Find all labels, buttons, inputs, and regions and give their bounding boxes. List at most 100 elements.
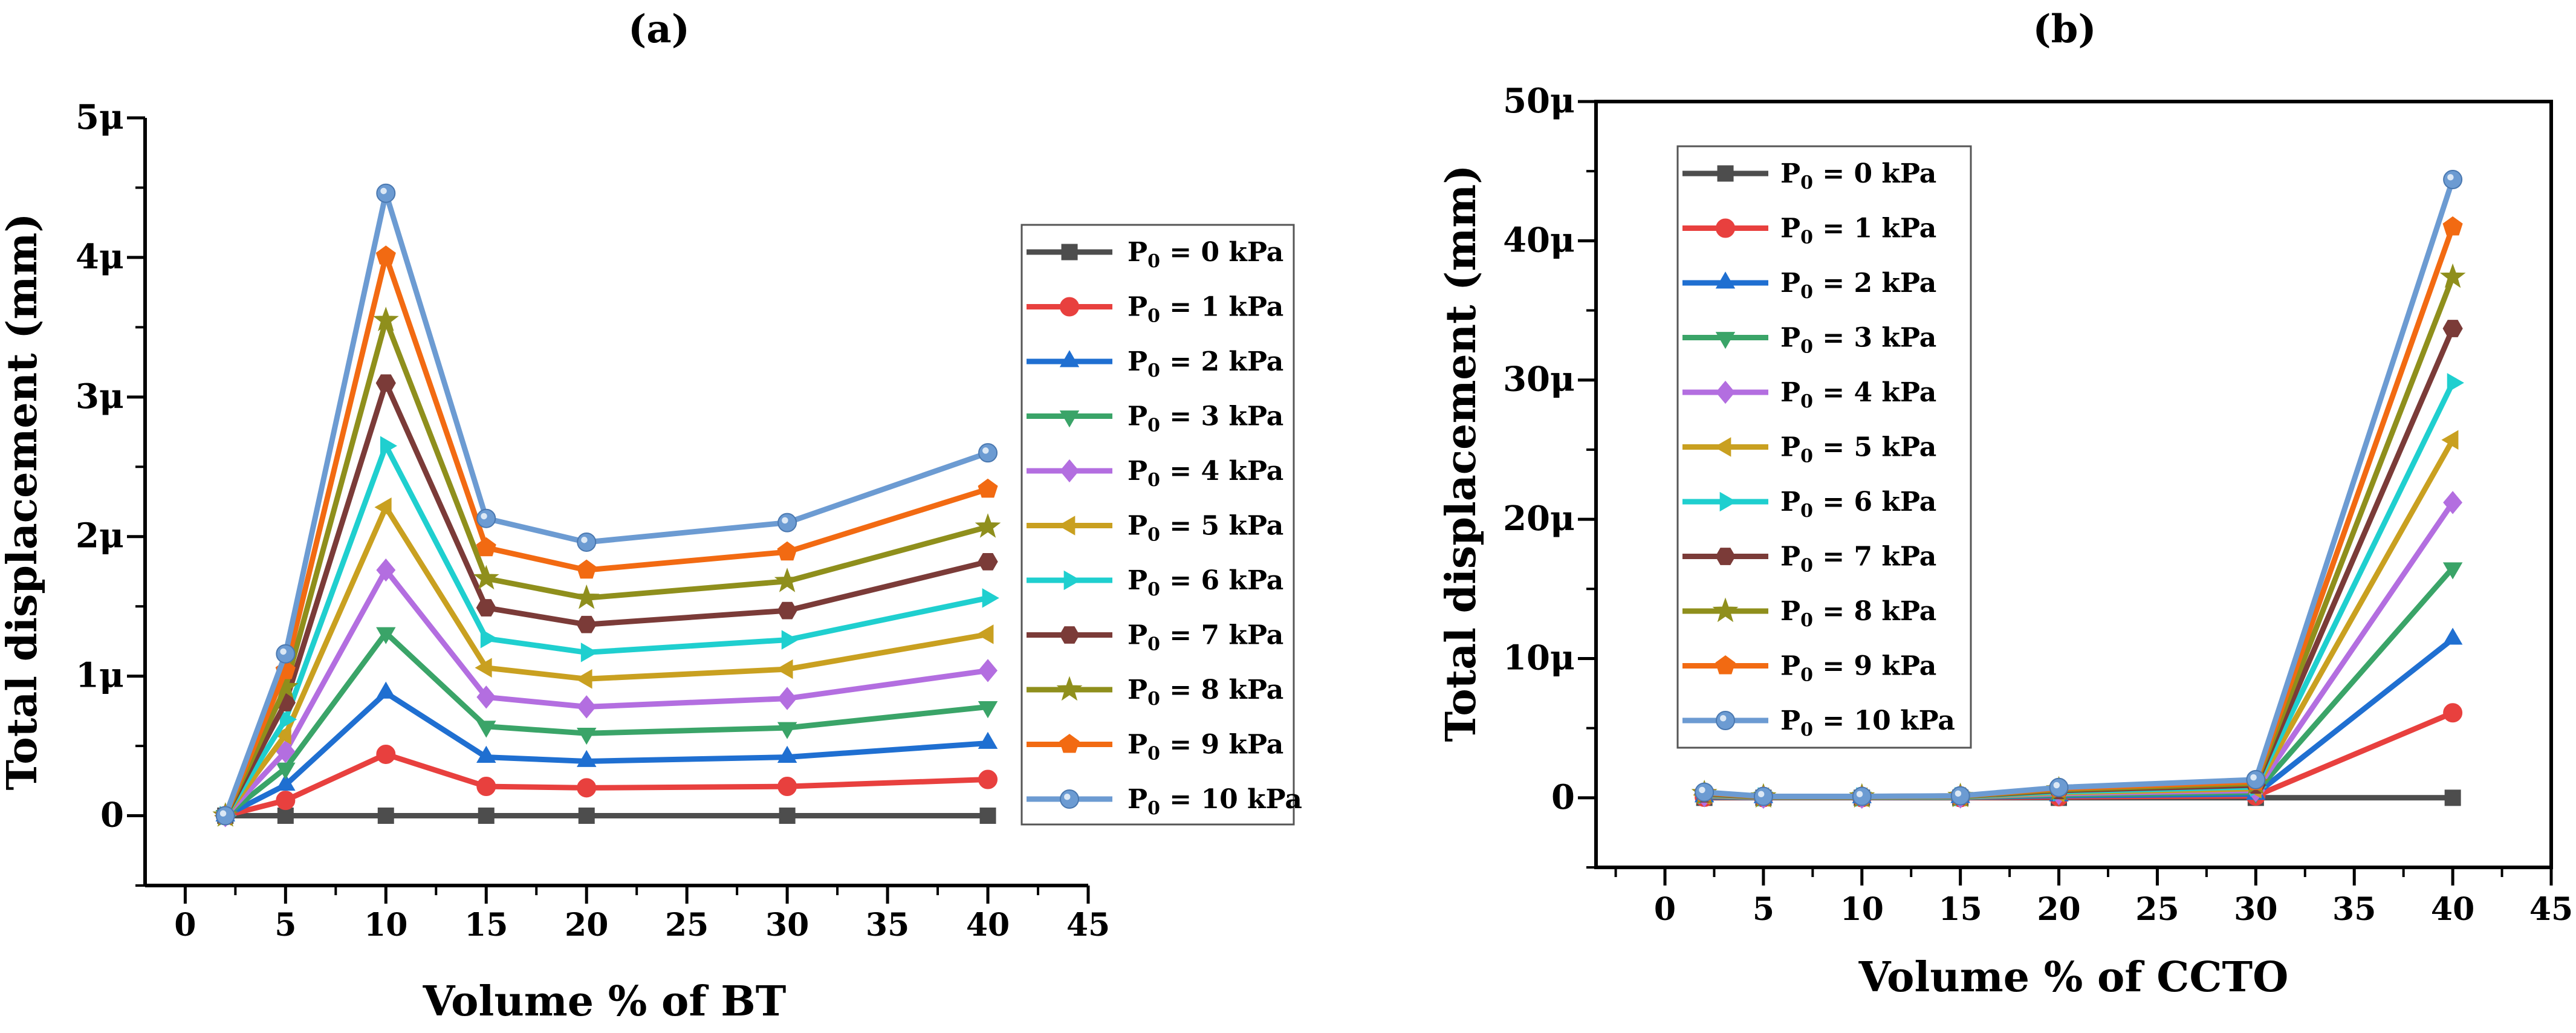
x-tick-label-b: 25 xyxy=(2135,891,2179,928)
y-tick-label-a: 5μ xyxy=(76,97,124,137)
panel-label-a: (a) xyxy=(628,7,690,52)
data-point-a-6 xyxy=(982,588,999,608)
data-point-a-10 xyxy=(376,183,396,203)
data-point-a-10 xyxy=(215,806,235,826)
data-point-a-7 xyxy=(777,601,797,620)
data-point-a-2 xyxy=(376,681,396,699)
x-tick-label-a: 15 xyxy=(464,907,508,944)
data-point-a-10 xyxy=(276,644,296,664)
legend-swatch-marker-b-highlight xyxy=(1720,715,1727,722)
data-point-a-10 xyxy=(978,443,998,463)
x-tick-label-b: 30 xyxy=(2234,891,2277,928)
data-point-a-0 xyxy=(779,808,796,824)
data-point-b-10-highlight xyxy=(1757,791,1765,798)
legend-a: P0 = 0 kPa P0 = 1 kPa P0 = 2 kPa P0 = 3 kPa… xyxy=(1020,224,1302,826)
data-point-a-0 xyxy=(578,808,595,824)
x-axis-label-b: Volume % of CCTO xyxy=(1858,953,2289,1002)
legend-swatch-marker-a xyxy=(1060,459,1079,483)
legend-label-a-7: P0 = 7 kPa xyxy=(1127,620,1283,655)
data-point-a-0 xyxy=(377,808,394,824)
legend-label-b-1: P0 = 1 kPa xyxy=(1780,213,1936,248)
legend-swatch-marker-a xyxy=(1056,676,1083,701)
legend-swatch-marker-b xyxy=(1715,655,1736,675)
data-point-a-1 xyxy=(376,744,396,764)
data-point-b-10-highlight xyxy=(1955,790,1962,797)
x-tick-label-b: 15 xyxy=(1938,891,1982,928)
data-point-a-10-highlight xyxy=(219,810,227,817)
y-tick-label-a: 4μ xyxy=(76,237,124,277)
legend-swatch-marker-a xyxy=(1059,734,1080,753)
legend-label-a-6: P0 = 6 kPa xyxy=(1127,565,1283,600)
data-point-a-9 xyxy=(576,559,597,579)
data-point-a-1 xyxy=(978,769,998,789)
data-point-a-1 xyxy=(276,791,296,811)
data-point-b-10 xyxy=(1695,782,1715,802)
legend-swatch-marker-b xyxy=(1715,332,1736,349)
series-a-3 xyxy=(215,627,998,827)
data-point-a-4 xyxy=(376,558,396,582)
data-point-b-10 xyxy=(1950,786,1970,806)
x-tick-label-a: 0 xyxy=(174,907,196,944)
data-point-a-7 xyxy=(576,615,597,633)
x-tick-label-a: 45 xyxy=(1066,907,1110,944)
legend-box-b xyxy=(1676,145,1972,749)
data-point-a-3 xyxy=(577,727,597,745)
legend-label-b-10: P0 = 10 kPa xyxy=(1780,705,1955,740)
legend-swatch-marker-b xyxy=(1712,597,1739,623)
legend-label-a-4: P0 = 4 kPa xyxy=(1127,456,1283,491)
data-point-a-5 xyxy=(374,497,392,517)
y-tick-label-b: 10μ xyxy=(1503,638,1575,678)
data-point-a-8 xyxy=(473,565,499,590)
y-tick-label-b: 20μ xyxy=(1503,499,1575,539)
legend-label-b-9: P0 = 9 kPa xyxy=(1780,651,1936,686)
data-point-b-8 xyxy=(2439,263,2466,288)
legend-label-b-0: P0 = 0 kPa xyxy=(1780,158,1936,193)
legend-swatch-marker-b xyxy=(1716,218,1735,238)
data-point-a-9 xyxy=(375,245,396,265)
x-tick-label-b: 20 xyxy=(2037,891,2080,928)
series-a-1 xyxy=(215,744,998,826)
data-point-b-10 xyxy=(2246,769,2266,789)
data-point-a-3 xyxy=(376,627,396,644)
data-point-a-0 xyxy=(277,808,294,824)
legend-swatch-marker-b xyxy=(1716,711,1735,730)
x-tick-label-b: 35 xyxy=(2332,891,2376,928)
data-point-a-10 xyxy=(476,508,496,528)
data-point-b-10-highlight xyxy=(2250,774,2257,781)
data-point-a-10-highlight xyxy=(380,187,387,195)
data-point-a-10-highlight xyxy=(481,513,487,520)
legend-label-a-2: P0 = 2 kPa xyxy=(1127,346,1283,381)
data-point-a-6 xyxy=(380,436,397,456)
legend-swatch-marker-a xyxy=(1058,516,1075,536)
legend-label-a-8: P0 = 8 kPa xyxy=(1127,675,1283,710)
data-point-a-4 xyxy=(276,740,296,763)
data-point-b-7 xyxy=(2442,320,2463,337)
data-point-b-6 xyxy=(2447,373,2464,393)
x-axis-label-a: Volume % of BT xyxy=(423,977,787,1026)
legend-swatch-marker-b xyxy=(1715,271,1736,289)
x-tick-label-a: 20 xyxy=(565,907,608,944)
data-point-a-1 xyxy=(577,778,597,798)
legend-swatch-marker-a xyxy=(1059,350,1080,368)
data-point-a-8 xyxy=(975,513,1001,538)
data-point-a-10-highlight xyxy=(782,517,788,524)
data-point-a-0 xyxy=(478,808,495,824)
y-tick-label-b: 30μ xyxy=(1503,360,1575,400)
data-point-b-10 xyxy=(1852,786,1872,806)
data-point-a-10-highlight xyxy=(982,447,989,454)
data-point-a-4 xyxy=(577,695,597,719)
plot-frame-b xyxy=(1594,100,2553,869)
data-point-b-1 xyxy=(2443,703,2463,723)
x-tick-label-a: 5 xyxy=(274,907,296,944)
legend-label-b-8: P0 = 8 kPa xyxy=(1780,596,1936,631)
x-tick-label-b: 40 xyxy=(2431,891,2474,928)
data-point-a-5 xyxy=(575,669,592,689)
x-tick-label-a: 35 xyxy=(866,907,909,944)
y-tick-label-b: 40μ xyxy=(1503,220,1575,260)
data-point-b-10 xyxy=(1753,786,1773,806)
legend-swatch-marker-a xyxy=(1061,244,1078,261)
legend-label-b-7: P0 = 7 kPa xyxy=(1780,542,1936,577)
data-point-b-3 xyxy=(2442,562,2463,580)
legend-swatch-marker-a xyxy=(1063,570,1081,591)
